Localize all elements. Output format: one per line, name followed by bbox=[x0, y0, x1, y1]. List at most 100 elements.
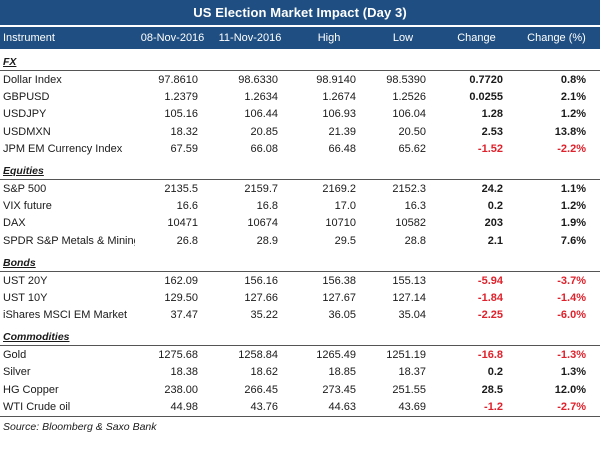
low-cell: 98.5390 bbox=[386, 74, 426, 86]
date1-cell: 16.6 bbox=[176, 200, 198, 213]
high-cell: 2169.2 bbox=[322, 182, 356, 195]
instrument-cell: WTI Crude oil bbox=[3, 400, 71, 413]
col-header-low: Low bbox=[392, 32, 414, 44]
instrument-cell: JPM EM Currency Index bbox=[3, 142, 123, 155]
high-cell: 10710 bbox=[325, 217, 356, 230]
change-cell: 0.7720 bbox=[469, 74, 503, 86]
date1-cell: 37.47 bbox=[170, 309, 198, 322]
date1-cell: 44.98 bbox=[170, 400, 198, 413]
instrument-cell: iShares MSCI EM Market bbox=[3, 309, 128, 322]
date2-cell: 16.8 bbox=[256, 200, 278, 213]
change-cell: 24.2 bbox=[481, 182, 503, 195]
change-pct-cell: 1.3% bbox=[560, 366, 586, 379]
table-row: Gold 1275.68 1258.84 1265.49 1251.19 -16.8 -1.… bbox=[0, 347, 600, 364]
table-row: UST 20Y 162.09 156.16 156.38 155.13 -5.94 -3.7… bbox=[0, 273, 600, 290]
high-cell: 1.2674 bbox=[322, 91, 356, 104]
table-title: US Election Market Impact (Day 3) bbox=[0, 0, 600, 25]
date1-cell: 97.8610 bbox=[158, 74, 198, 86]
high-cell: 156.38 bbox=[322, 274, 356, 287]
table-row: USDJPY 105.16 106.44 106.93 106.04 1.28 1.2% bbox=[0, 106, 600, 123]
change-cell: 1.28 bbox=[481, 108, 503, 121]
change-cell: 2.53 bbox=[481, 125, 503, 138]
instrument-cell: GBPUSD bbox=[3, 91, 50, 104]
change-pct-cell: -2.2% bbox=[557, 142, 586, 155]
change-pct-cell: 13.8% bbox=[554, 125, 586, 138]
date2-cell: 28.9 bbox=[256, 234, 278, 247]
date1-cell: 1275.68 bbox=[158, 349, 198, 362]
high-cell: 21.39 bbox=[328, 125, 356, 138]
change-pct-cell: -3.7% bbox=[557, 274, 586, 287]
low-cell: 127.14 bbox=[392, 291, 426, 304]
instrument-cell: Gold bbox=[3, 349, 27, 362]
date2-cell: 66.08 bbox=[250, 142, 278, 155]
change-cell: -5.94 bbox=[477, 274, 503, 287]
table-body: FX Dollar Index 97.8610 98.6330 98.9140 98.53… bbox=[0, 49, 600, 417]
col-header-date-2: 11-Nov-2016 bbox=[218, 32, 282, 44]
high-cell: 18.85 bbox=[328, 366, 356, 379]
instrument-cell: VIX future bbox=[3, 200, 52, 213]
date2-cell: 106.44 bbox=[244, 108, 278, 121]
instrument-cell: HG Copper bbox=[3, 383, 59, 396]
low-cell: 1251.19 bbox=[386, 349, 426, 362]
change-pct-cell: -2.7% bbox=[557, 400, 586, 413]
low-cell: 16.3 bbox=[404, 200, 426, 213]
change-cell: -1.52 bbox=[477, 142, 503, 155]
low-cell: 1.2526 bbox=[392, 91, 426, 104]
low-cell: 35.04 bbox=[398, 309, 426, 322]
change-cell: 0.0255 bbox=[469, 91, 503, 104]
change-pct-cell: 2.1% bbox=[560, 91, 586, 104]
change-pct-cell: -1.3% bbox=[557, 349, 586, 362]
low-cell: 28.8 bbox=[404, 234, 426, 247]
high-cell: 273.45 bbox=[322, 383, 356, 396]
table-row: Dollar Index 97.8610 98.6330 98.9140 98.5390… bbox=[0, 72, 600, 89]
change-pct-cell: 1.2% bbox=[560, 200, 586, 213]
table-row: S&P 500 2135.5 2159.7 2169.2 2152.3 24.2 1.1% bbox=[0, 181, 600, 198]
section-rule bbox=[0, 70, 600, 71]
instrument-cell: UST 10Y bbox=[3, 291, 48, 304]
section-label: Equities bbox=[3, 164, 44, 177]
low-cell: 251.55 bbox=[392, 383, 426, 396]
date1-cell: 1.2379 bbox=[164, 91, 198, 104]
low-cell: 155.13 bbox=[392, 274, 426, 287]
instrument-cell: Silver bbox=[3, 366, 31, 379]
change-cell: -16.8 bbox=[477, 349, 503, 362]
change-pct-cell: 1.1% bbox=[560, 182, 586, 195]
change-cell: -1.84 bbox=[477, 291, 503, 304]
col-header-high: High bbox=[317, 32, 341, 44]
table-row: USDMXN 18.32 20.85 21.39 20.50 2.53 13.8% bbox=[0, 124, 600, 141]
date2-cell: 20.85 bbox=[250, 125, 278, 138]
change-pct-cell: 1.2% bbox=[560, 108, 586, 121]
change-cell: -2.25 bbox=[477, 309, 503, 322]
date1-cell: 162.09 bbox=[164, 274, 198, 287]
low-cell: 43.69 bbox=[398, 400, 426, 413]
table-row: GBPUSD 1.2379 1.2634 1.2674 1.2526 0.0255 2.1% bbox=[0, 89, 600, 106]
change-pct-cell: 7.6% bbox=[560, 234, 586, 247]
change-cell: 0.2 bbox=[487, 200, 503, 213]
date1-cell: 105.16 bbox=[164, 108, 198, 121]
high-cell: 98.9140 bbox=[316, 74, 356, 86]
col-header-date-1: 08-Nov-2016 bbox=[140, 32, 205, 44]
column-header-row: Instrument 08-Nov-2016 11-Nov-2016 High … bbox=[0, 27, 600, 49]
section-rule bbox=[0, 178, 600, 180]
high-cell: 1265.49 bbox=[316, 349, 356, 362]
instrument-cell: SPDR S&P Metals & Mining bbox=[3, 234, 135, 247]
date1-cell: 2135.5 bbox=[164, 182, 198, 195]
high-cell: 44.63 bbox=[328, 400, 356, 413]
change-cell: 203 bbox=[484, 217, 503, 230]
date2-cell: 35.22 bbox=[250, 309, 278, 322]
bottom-rule bbox=[0, 416, 600, 417]
section-rule bbox=[0, 270, 600, 272]
low-cell: 10582 bbox=[395, 217, 426, 230]
change-pct-cell: -6.0% bbox=[557, 309, 586, 322]
high-cell: 127.67 bbox=[322, 291, 356, 304]
date1-cell: 10471 bbox=[167, 217, 198, 230]
change-cell: 0.2 bbox=[487, 366, 503, 379]
source-note: Source: Bloomberg & Saxo Bank bbox=[3, 421, 157, 433]
change-pct-cell: -1.4% bbox=[557, 291, 586, 304]
col-header-change: Change bbox=[457, 32, 496, 44]
table-row: DAX 10471 10674 10710 10582 203 1.9% bbox=[0, 215, 600, 232]
instrument-cell: UST 20Y bbox=[3, 274, 48, 287]
date2-cell: 43.76 bbox=[250, 400, 278, 413]
high-cell: 29.5 bbox=[334, 234, 356, 247]
